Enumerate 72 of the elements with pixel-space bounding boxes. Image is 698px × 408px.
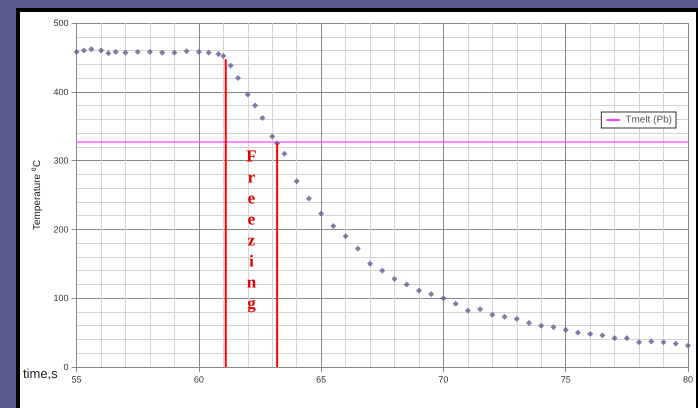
point xyxy=(98,48,104,54)
point xyxy=(636,339,642,346)
point xyxy=(660,339,667,346)
point xyxy=(80,48,87,54)
annotation: Freezing xyxy=(246,146,257,312)
point xyxy=(648,338,654,345)
point xyxy=(146,48,153,55)
x-tick-label: 75 xyxy=(560,374,571,384)
x-tick-label: 55 xyxy=(72,374,82,384)
point xyxy=(259,114,266,121)
point xyxy=(502,314,508,320)
point xyxy=(587,330,594,337)
point xyxy=(330,222,336,229)
point xyxy=(105,50,112,56)
point xyxy=(489,312,496,318)
point xyxy=(379,268,386,274)
y-tick-label: 300 xyxy=(54,156,69,166)
point xyxy=(684,342,691,349)
point xyxy=(196,48,202,55)
y-tick-label: 400 xyxy=(54,86,69,97)
y-tick-label: 200 xyxy=(54,224,69,234)
point xyxy=(562,326,569,333)
x-axis-title: time,s xyxy=(23,366,58,381)
point xyxy=(452,300,459,307)
x-tick-label: 80 xyxy=(682,374,693,384)
x-tick-label: 65 xyxy=(316,374,326,384)
point xyxy=(252,102,258,109)
point xyxy=(574,330,581,336)
point xyxy=(550,324,556,330)
point xyxy=(306,195,312,202)
point xyxy=(269,134,276,140)
point xyxy=(612,335,618,342)
point xyxy=(428,291,434,298)
point xyxy=(206,50,212,56)
point xyxy=(526,320,532,326)
point xyxy=(514,316,520,322)
point xyxy=(171,50,178,56)
point xyxy=(392,276,398,282)
y-tick-label: 500 xyxy=(54,18,69,28)
point xyxy=(234,75,241,82)
point xyxy=(342,233,349,240)
point xyxy=(367,260,374,267)
y-axis-title: Temperature ⁰C xyxy=(31,160,44,230)
y-tick-label: 0 xyxy=(64,362,69,372)
point xyxy=(215,50,222,57)
point xyxy=(74,48,80,55)
point xyxy=(220,53,226,60)
point xyxy=(122,50,128,56)
point xyxy=(184,48,190,54)
legend-label: Tmelt (Pb) xyxy=(625,114,672,126)
point xyxy=(228,62,234,69)
point xyxy=(538,322,544,329)
point xyxy=(354,246,361,252)
y-tick-label: 100 xyxy=(54,293,69,304)
point xyxy=(318,210,324,217)
point xyxy=(134,48,141,55)
point xyxy=(281,150,288,157)
point xyxy=(477,306,484,312)
point xyxy=(88,46,94,52)
point xyxy=(599,332,606,338)
point xyxy=(159,50,166,56)
point xyxy=(624,335,630,342)
point xyxy=(112,48,119,55)
x-tick-label: 70 xyxy=(438,374,448,384)
x-tick-label: 60 xyxy=(194,374,204,384)
point xyxy=(440,295,446,302)
point xyxy=(404,281,410,288)
point xyxy=(464,308,471,314)
point xyxy=(672,340,679,347)
point xyxy=(416,288,422,294)
point xyxy=(294,178,300,184)
point xyxy=(244,92,251,98)
